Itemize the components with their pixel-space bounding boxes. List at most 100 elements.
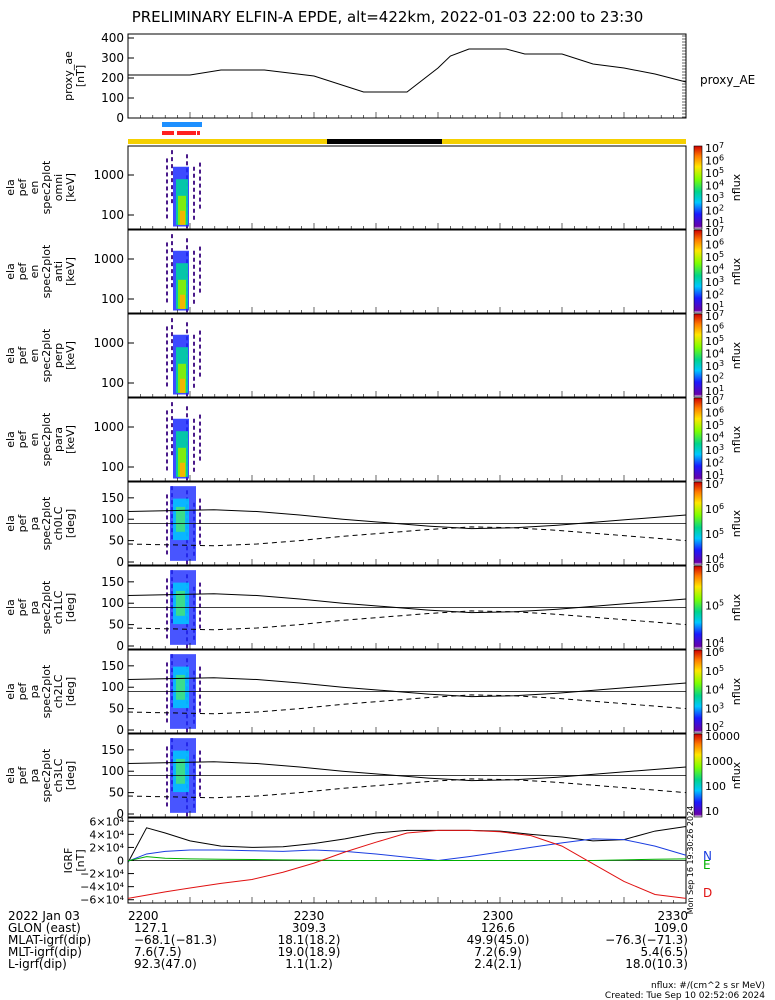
pa_ch0-anti-loss-cone-line: [127, 526, 687, 547]
pa_ch3-data: [166, 738, 201, 817]
spectrogram-dash: [166, 172, 168, 177]
spectrogram-dash: [193, 278, 195, 283]
pa_ch3-ytick-label: 50: [109, 786, 124, 800]
fgm-bar-3: [197, 131, 200, 135]
spectrogram-dash: [171, 255, 173, 260]
pa_ch1-data: [166, 570, 201, 649]
en_anti-colorbar-tick: 101: [705, 300, 724, 314]
en_perp-colorbar-tick: 101: [705, 384, 724, 398]
en_omni-colorbar-tick: 105: [705, 166, 724, 180]
pa_ch2-ytick-label: 50: [109, 702, 124, 716]
spectrogram-dash: [171, 150, 173, 155]
en_omni-ytick-label: 1000: [93, 168, 124, 182]
spectrogram-dash: [199, 330, 201, 335]
spectrogram-core: [178, 363, 186, 393]
spectrogram-dash: [166, 431, 168, 436]
spectrogram-dash: [166, 410, 168, 415]
en_para-colorbar-tick: 105: [705, 418, 724, 432]
spectrogram-dash: [199, 428, 201, 433]
spectrogram-dash: [199, 449, 201, 454]
spectrogram-dash: [166, 522, 168, 527]
igrf-blue-line: [127, 838, 687, 862]
pa_ch0-ytick-label: 50: [109, 534, 124, 548]
pa_ch0-colorbar-tick: 107: [705, 477, 724, 491]
en_anti-colorbar-tick: 104: [705, 263, 724, 277]
spectrogram-dash: [166, 333, 168, 338]
proxy-ae-ylabel-line: [nT]: [74, 65, 87, 87]
pa_ch3-ytick-label: 150: [101, 743, 124, 757]
spectrogram-dash: [166, 690, 168, 695]
en_anti-frame: [127, 229, 687, 314]
spectrogram-dash: [166, 704, 168, 709]
spectrogram-dash: [186, 245, 188, 250]
spectrogram-dash: [193, 355, 195, 360]
spectrogram-dash: [166, 256, 168, 261]
en_omni-colorbar-tick: 106: [705, 154, 724, 168]
spectrogram-dash: [166, 536, 168, 541]
pa_ch1-colorbar-tick: 105: [705, 599, 724, 613]
spectrogram-dash: [166, 165, 168, 170]
spectrogram-dash: [166, 795, 168, 800]
spectrogram-dash: [166, 417, 168, 422]
pa_ch3-ylabel-line: spec2plot: [40, 748, 53, 802]
footer-row-value: 5.4(6.5): [640, 945, 688, 959]
spectrogram-dash: [193, 299, 195, 304]
spectrogram-dash: [199, 694, 201, 699]
spectrogram-dash: [171, 430, 173, 435]
en_anti-colorbar: [693, 229, 703, 314]
spectrogram-dash: [166, 802, 168, 807]
spectrogram-dash: [199, 589, 201, 594]
spectrogram-dash: [171, 437, 173, 442]
spectrogram-dash: [193, 418, 195, 423]
spectrogram-dash: [199, 680, 201, 685]
spectrogram-core: [178, 279, 186, 309]
spectrogram-dash: [199, 435, 201, 440]
spectrogram-dash: [193, 348, 195, 353]
spectrogram-dash: [199, 498, 201, 503]
footer-row-value: −76.3(−71.3): [605, 933, 688, 947]
spectrogram-core: [180, 462, 185, 477]
spectrogram-dash: [193, 425, 195, 430]
spectrogram-dash: [199, 603, 201, 608]
proxy-ae-ytick-label: 200: [101, 71, 124, 85]
spectrogram-dash: [199, 190, 201, 195]
spectrogram-dash: [166, 207, 168, 212]
spectrogram-dash: [166, 494, 168, 499]
proxy-ae-right-label: proxy_AE: [700, 73, 755, 87]
spectrogram-dash: [166, 515, 168, 520]
pa_ch0-ytick-label: 0: [116, 555, 124, 569]
en_para-frame: [127, 397, 687, 482]
spectrogram-core: [178, 195, 186, 225]
spectrogram-dash: [166, 193, 168, 198]
x-axis-tick-label: 2230: [294, 909, 325, 923]
en_perp-ylabel-line: spec2plot: [40, 328, 53, 382]
spectrogram-dash: [199, 771, 201, 776]
en_para-ylabel-line: ela: [4, 431, 17, 448]
spectrogram-dash: [166, 767, 168, 772]
en_perp-colorbar-tick: 107: [705, 309, 724, 323]
spectrogram-dash: [166, 382, 168, 387]
spectrogram-dash: [166, 298, 168, 303]
spectrogram-dash: [166, 746, 168, 751]
spectrogram-dash: [199, 246, 201, 251]
pa_ch3-anti-loss-cone-line: [127, 778, 687, 799]
spectrogram-dash: [171, 171, 173, 176]
pa_ch1-ytick-label: 50: [109, 618, 124, 632]
pa_ch2-colorbar: [693, 649, 703, 734]
pa_ch2-colorbar-tick: 102: [705, 720, 724, 734]
spectrogram-dash: [171, 178, 173, 183]
pa_ch2-loss-cone-line: [127, 677, 687, 698]
spectrogram-dash: [166, 291, 168, 296]
spectrogram-dash: [193, 369, 195, 374]
pa_ch0-colorbar-tick: 106: [705, 502, 724, 516]
spectrogram-dash: [171, 199, 173, 204]
pa_ch2-ylabel-line: pef: [16, 682, 29, 701]
spectrogram-dash: [166, 669, 168, 674]
spectrogram-dash: [193, 194, 195, 199]
spectrogram-dash: [199, 624, 201, 629]
spectrogram-dash: [166, 501, 168, 506]
en_para-colorbar-tick: 104: [705, 431, 724, 445]
spectrogram-dash: [166, 340, 168, 345]
spectrogram-dash: [171, 451, 173, 456]
spectrogram-core: [176, 674, 185, 700]
